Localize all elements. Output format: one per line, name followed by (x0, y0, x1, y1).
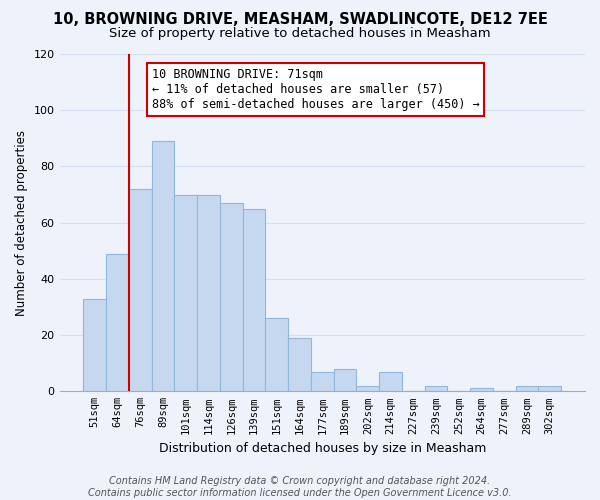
Text: 10, BROWNING DRIVE, MEASHAM, SWADLINCOTE, DE12 7EE: 10, BROWNING DRIVE, MEASHAM, SWADLINCOTE… (53, 12, 547, 28)
Bar (197, 194, 220, 392)
Text: Size of property relative to detached houses in Measham: Size of property relative to detached ho… (109, 28, 491, 40)
Bar (311, 372, 334, 392)
Bar (220, 203, 242, 392)
Text: Contains HM Land Registry data © Crown copyright and database right 2024.
Contai: Contains HM Land Registry data © Crown c… (88, 476, 512, 498)
Bar (83, 298, 106, 392)
Bar (152, 141, 175, 392)
Bar (515, 386, 538, 392)
Bar (334, 369, 356, 392)
Bar (356, 386, 379, 392)
Bar (265, 318, 288, 392)
Bar (425, 386, 448, 392)
Bar (175, 194, 197, 392)
Bar (129, 189, 152, 392)
Y-axis label: Number of detached properties: Number of detached properties (15, 130, 28, 316)
Bar (242, 208, 265, 392)
X-axis label: Distribution of detached houses by size in Measham: Distribution of detached houses by size … (158, 442, 486, 455)
Bar (379, 372, 402, 392)
Bar (106, 254, 129, 392)
Bar (470, 388, 493, 392)
Bar (538, 386, 561, 392)
Bar (288, 338, 311, 392)
Text: 10 BROWNING DRIVE: 71sqm
← 11% of detached houses are smaller (57)
88% of semi-d: 10 BROWNING DRIVE: 71sqm ← 11% of detach… (152, 68, 479, 111)
